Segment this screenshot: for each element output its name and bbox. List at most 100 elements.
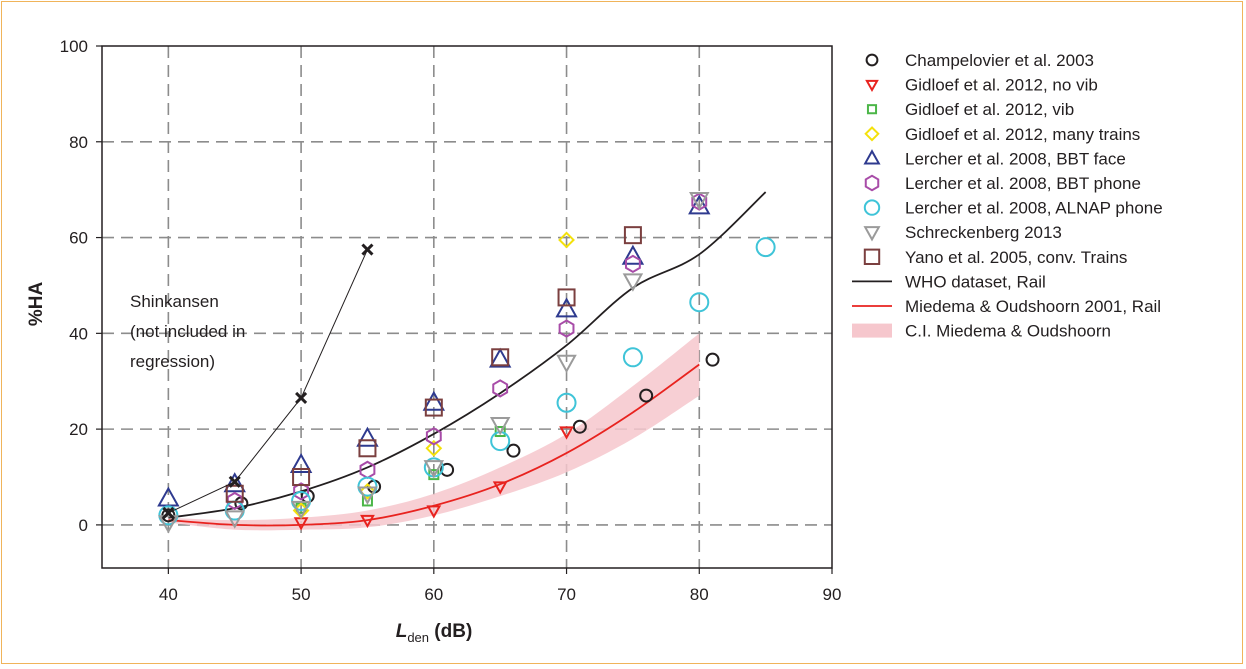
x-tick-label: 70	[557, 585, 576, 604]
legend-label-schreckenberg-2013: Schreckenberg 2013	[905, 223, 1062, 242]
point-champelovier-et-al-2003	[639, 388, 654, 403]
legend-marker-lercher-et-al-2008-bbt-phone	[864, 174, 880, 192]
y-tick-label: 80	[69, 133, 88, 152]
x-tick-label: 60	[424, 585, 443, 604]
point-gidloef-et-al-2012-no-vib	[360, 514, 375, 529]
point-schreckenberg-2013	[357, 486, 378, 505]
point-yano-et-al-2005-conv-trains	[225, 484, 244, 503]
plot-area	[102, 46, 832, 568]
point-yano-et-al-2005-conv-trains	[424, 398, 443, 417]
point-gidloef-et-al-2012-no-vib	[559, 426, 574, 440]
legend-marker-gidloef-et-al-2012-many-trains	[864, 126, 880, 142]
shinkansen-annotation-line-2: (not included in	[130, 322, 245, 341]
point-schreckenberg-2013	[158, 515, 179, 534]
legend-marker-champelovier-et-al-2003	[865, 53, 879, 67]
y-tick-labels: 0 20 40 60 80 100	[60, 37, 102, 535]
y-tick-label: 0	[79, 516, 88, 535]
shinkansen-annotation-line-3: regression)	[130, 352, 215, 371]
point-yano-et-al-2005-conv-trains	[491, 348, 510, 367]
x-axis-title-unit: (dB)	[429, 621, 472, 642]
point-schreckenberg-2013	[489, 417, 511, 436]
y-tick-label: 20	[69, 420, 88, 439]
point-lercher-et-al-2008-alnap-phone	[622, 347, 643, 368]
point-champelovier-et-al-2003	[440, 462, 455, 477]
legend-label-lercher-et-al-2008-bbt-phone: Lercher et al. 2008, BBT phone	[905, 174, 1141, 193]
legend-label-who-dataset-rail: WHO dataset, Rail	[905, 272, 1046, 291]
point-lercher-et-al-2008-bbt-face	[422, 390, 446, 411]
x-tick-label: 80	[690, 585, 709, 604]
point-yano-et-al-2005-conv-trains	[557, 288, 576, 307]
legend: Champelovier et al. 2003 Gidloef et al. 2…	[852, 51, 1163, 341]
point-lercher-et-al-2008-bbt-face	[688, 194, 711, 215]
y-axis-title: %HA	[26, 282, 47, 327]
confidence-band-layer	[168, 333, 700, 531]
legend-label-miedema-oudshoorn-2001-rail: Miedema & Oudshoorn 2001, Rail	[905, 297, 1161, 316]
y-tick-label: 100	[60, 37, 88, 56]
point-lercher-et-al-2008-bbt-phone	[425, 427, 442, 446]
point-lercher-et-al-2008-alnap-phone	[556, 392, 577, 413]
point-shinkansen	[295, 391, 308, 405]
legend-label-lercher-et-al-2008-bbt-face: Lercher et al. 2008, BBT face	[905, 149, 1126, 168]
point-yano-et-al-2005-conv-trains	[358, 439, 377, 458]
point-champelovier-et-al-2003	[705, 352, 720, 367]
legend-label-yano-et-al-2005-conv-trains: Yano et al. 2005, conv. Trains	[905, 248, 1127, 267]
x-tick-label: 40	[159, 585, 178, 604]
point-schreckenberg-2013	[423, 460, 445, 479]
point-lercher-et-al-2008-bbt-face	[621, 244, 645, 265]
x-tick-label: 90	[823, 585, 842, 604]
legend-marker-yano-et-al-2005-conv-trains	[863, 248, 881, 266]
point-schreckenberg-2013	[224, 510, 245, 529]
point-schreckenberg-2013	[556, 354, 577, 374]
x-axis-title-main: L	[396, 621, 408, 642]
point-shinkansen	[361, 243, 374, 256]
grid-lines	[102, 46, 832, 568]
legend-label-gidloef-et-al-2012-vib: Gidloef et al. 2012, vib	[905, 100, 1074, 119]
point-lercher-et-al-2008-bbt-face	[223, 472, 246, 493]
point-lercher-et-al-2008-bbt-face	[356, 426, 379, 447]
point-schreckenberg-2013	[622, 273, 644, 292]
plot-border	[101, 45, 833, 569]
legend-label-gidloef-et-al-2012-no-vib: Gidloef et al. 2012, no vib	[905, 76, 1098, 95]
point-yano-et-al-2005-conv-trains	[292, 468, 311, 487]
y-tick-label: 60	[69, 229, 88, 248]
point-gidloef-et-al-2012-many-trains	[425, 439, 443, 457]
point-yano-et-al-2005-conv-trains	[623, 226, 642, 245]
marker-layer	[157, 191, 776, 534]
shinkansen-line	[168, 249, 368, 514]
y-tick-label: 40	[69, 324, 88, 343]
legend-label-lercher-et-al-2008-alnap-phone: Lercher et al. 2008, ALNAP phone	[905, 199, 1163, 218]
legend-marker-lercher-et-al-2008-alnap-phone	[863, 199, 881, 216]
point-gidloef-et-al-2012-no-vib	[492, 481, 508, 495]
x-tick-labels: 40 50 60 70 80 90	[159, 568, 842, 604]
point-lercher-et-al-2008-bbt-face	[289, 452, 313, 474]
point-gidloef-et-al-2012-vib	[494, 426, 506, 438]
point-lercher-et-al-2008-alnap-phone	[755, 237, 776, 258]
point-champelovier-et-al-2003	[572, 419, 587, 434]
legend-label-ci-band: C.I. Miedema & Oudshoorn	[905, 322, 1111, 341]
legend-marker-lercher-et-al-2008-bbt-face	[863, 149, 881, 165]
x-axis-title-sub: den	[407, 630, 429, 645]
point-lercher-et-al-2008-bbt-face	[488, 347, 512, 368]
point-lercher-et-al-2008-bbt-phone	[226, 491, 243, 511]
point-gidloef-et-al-2012-many-trains	[359, 482, 376, 500]
legend-swatch-ci-band	[852, 323, 892, 338]
legend-label-gidloef-et-al-2012-many-trains: Gidloef et al. 2012, many trains	[905, 125, 1140, 144]
point-lercher-et-al-2008-alnap-phone	[689, 292, 710, 313]
point-lercher-et-al-2008-bbt-face	[555, 297, 578, 318]
shinkansen-annotation-line-1: Shinkansen	[130, 292, 219, 311]
point-schreckenberg-2013	[689, 191, 710, 211]
legend-marker-gidloef-et-al-2012-vib	[866, 104, 878, 115]
point-gidloef-et-al-2012-many-trains	[558, 231, 575, 249]
point-schreckenberg-2013	[290, 500, 312, 520]
point-lercher-et-al-2008-bbt-phone	[293, 482, 310, 501]
x-tick-label: 50	[292, 585, 311, 604]
legend-marker-gidloef-et-al-2012-no-vib	[865, 79, 879, 93]
point-shinkansen	[228, 475, 241, 488]
confidence-band	[168, 333, 700, 531]
legend-marker-schreckenberg-2013	[863, 226, 881, 242]
point-champelovier-et-al-2003	[506, 443, 521, 458]
point-lercher-et-al-2008-bbt-phone	[558, 319, 575, 338]
legend-label-champelovier-et-al-2003: Champelovier et al. 2003	[905, 51, 1094, 70]
